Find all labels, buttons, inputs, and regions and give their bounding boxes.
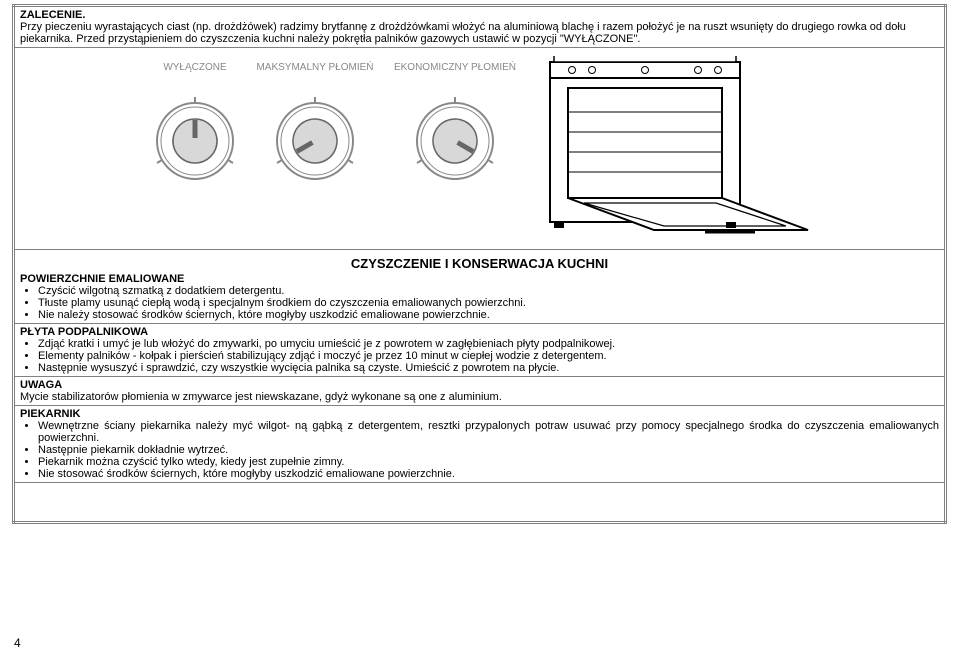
cell-piekarnik: PIEKARNIK Wewnętrzne ściany piekarnika n… xyxy=(14,406,946,483)
piekarnik-heading: PIEKARNIK xyxy=(20,408,939,420)
knob-oven-diagram: WYŁĄCZONE MAKSYMALNY PŁOMIEŃ EKONOMICZNY… xyxy=(130,56,830,236)
knob-icon-2 xyxy=(277,97,353,179)
list-item: Nie należy stosować środków ściernych, k… xyxy=(38,309,939,321)
list-item: Elementy palników - kołpak i pierścień s… xyxy=(38,350,939,362)
cell-plyta: PŁYTA PODPALNIKOWA Zdjąć kratki i umyć j… xyxy=(14,324,946,377)
page-root: ZALECENIE. Przy pieczeniu wyrastających … xyxy=(0,0,959,654)
list-item: Zdjąć kratki i umyć je lub włożyć do zmy… xyxy=(38,338,939,350)
cell-spacer xyxy=(14,483,946,523)
list-item: Wewnętrzne ściany piekarnika należy myć … xyxy=(38,420,939,444)
diagram-label-0: WYŁĄCZONE xyxy=(163,62,227,73)
knob-icon-1 xyxy=(157,97,233,179)
zalecenie-body: Przy pieczeniu wyrastających ciast (np. … xyxy=(20,21,906,45)
uwaga-heading: UWAGA xyxy=(20,379,939,391)
zalecenie-heading: ZALECENIE. xyxy=(20,9,85,21)
piekarnik-list: Wewnętrzne ściany piekarnika należy myć … xyxy=(20,420,939,480)
list-item: Tłuste plamy usunąć ciepłą wodą i specja… xyxy=(38,297,939,309)
list-item: Piekarnik można czyścić tylko wtedy, kie… xyxy=(38,456,939,468)
czyszczenie-title: CZYSZCZENIE I KONSERWACJA KUCHNI xyxy=(20,252,939,273)
oven-icon xyxy=(550,56,808,232)
powierzchnie-heading: POWIERZCHNIE EMALIOWANE xyxy=(20,273,939,285)
cell-title-pow: CZYSZCZENIE I KONSERWACJA KUCHNI POWIERZ… xyxy=(14,250,946,324)
diagram-label-2: EKONOMICZNY PŁOMIEŃ xyxy=(393,60,515,73)
list-item: Następnie wysuszyć i sprawdzić, czy wszy… xyxy=(38,362,939,374)
cell-diagram: WYŁĄCZONE MAKSYMALNY PŁOMIEŃ EKONOMICZNY… xyxy=(14,48,946,250)
cell-zalecenie: ZALECENIE. Przy pieczeniu wyrastających … xyxy=(14,6,946,48)
knob-icon-3 xyxy=(417,97,493,179)
powierzchnie-list: Czyścić wilgotną szmatką z dodatkiem det… xyxy=(20,285,939,321)
list-item: Nie stosować środków ściernych, które mo… xyxy=(38,468,939,480)
page-number: 4 xyxy=(14,636,21,650)
diagram-label-1: MAKSYMALNY PŁOMIEŃ xyxy=(256,60,373,73)
content-table: ZALECENIE. Przy pieczeniu wyrastających … xyxy=(12,4,947,524)
cell-uwaga: UWAGA Mycie stabilizatorów płomienia w z… xyxy=(14,377,946,406)
uwaga-body: Mycie stabilizatorów płomienia w zmywarc… xyxy=(20,391,939,403)
plyta-list: Zdjąć kratki i umyć je lub włożyć do zmy… xyxy=(20,338,939,374)
list-item: Następnie piekarnik dokładnie wytrzeć. xyxy=(38,444,939,456)
list-item: Czyścić wilgotną szmatką z dodatkiem det… xyxy=(38,285,939,297)
diagram-container: WYŁĄCZONE MAKSYMALNY PŁOMIEŃ EKONOMICZNY… xyxy=(20,50,939,247)
plyta-heading: PŁYTA PODPALNIKOWA xyxy=(20,326,939,338)
